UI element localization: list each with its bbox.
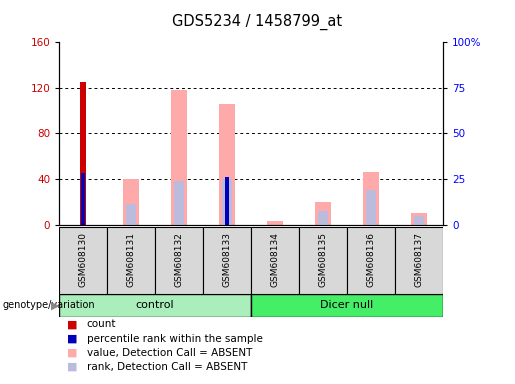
Bar (225, 177, 229, 225)
Text: ▶: ▶ (51, 300, 59, 310)
Bar (315, 202, 331, 225)
Text: ■: ■ (67, 319, 77, 329)
Bar (251, 227, 299, 294)
Bar (174, 181, 184, 225)
Bar (59, 294, 251, 317)
Bar (267, 221, 283, 225)
Bar (124, 179, 139, 225)
Bar (411, 213, 426, 225)
Text: ■: ■ (67, 362, 77, 372)
Bar (80, 82, 86, 225)
Bar (222, 179, 232, 225)
Bar (219, 104, 235, 225)
Bar (347, 227, 395, 294)
Text: rank, Detection Call = ABSENT: rank, Detection Call = ABSENT (87, 362, 247, 372)
Text: ■: ■ (67, 334, 77, 344)
Bar (414, 215, 424, 225)
Text: GSM608133: GSM608133 (222, 232, 232, 287)
Bar (299, 227, 347, 294)
Bar (363, 172, 379, 225)
Text: value, Detection Call = ABSENT: value, Detection Call = ABSENT (87, 348, 252, 358)
Bar (203, 227, 251, 294)
Text: ■: ■ (67, 348, 77, 358)
Text: genotype/variation: genotype/variation (3, 300, 95, 310)
Bar (59, 227, 107, 294)
Text: GSM608137: GSM608137 (415, 232, 423, 287)
Text: count: count (87, 319, 116, 329)
Text: GSM608130: GSM608130 (79, 232, 88, 287)
Text: GSM608132: GSM608132 (175, 232, 184, 287)
Bar (107, 227, 155, 294)
Bar (171, 90, 187, 225)
Text: GSM608131: GSM608131 (127, 232, 135, 287)
Bar (81, 173, 85, 225)
Bar (366, 190, 376, 225)
Text: GSM608135: GSM608135 (318, 232, 328, 287)
Text: Dicer null: Dicer null (320, 300, 373, 310)
Bar (318, 211, 328, 225)
Text: GSM608136: GSM608136 (367, 232, 375, 287)
Bar (155, 227, 203, 294)
Bar (126, 204, 136, 225)
Text: GSM608134: GSM608134 (270, 232, 280, 287)
Bar (251, 294, 443, 317)
Text: control: control (136, 300, 175, 310)
Text: GDS5234 / 1458799_at: GDS5234 / 1458799_at (173, 13, 342, 30)
Text: percentile rank within the sample: percentile rank within the sample (87, 334, 263, 344)
Bar (395, 227, 443, 294)
